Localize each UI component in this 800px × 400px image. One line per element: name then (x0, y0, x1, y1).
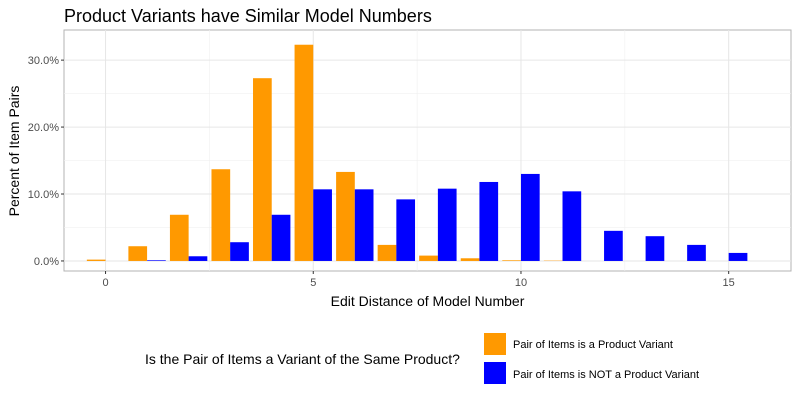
bar-not-product-variant-4 (271, 214, 291, 261)
legend-title: Is the Pair of Items a Variant of the Sa… (145, 351, 460, 367)
bar-product-variant-6 (336, 171, 355, 261)
legend-swatch-not-product-variant (484, 362, 506, 384)
x-axis-label: Edit Distance of Model Number (331, 293, 525, 309)
legend-label-product-variant: Pair of Items is a Product Variant (513, 339, 673, 351)
bar-not-product-variant-9 (479, 181, 499, 261)
bar-not-product-variant-8 (437, 188, 457, 261)
x-tick-label: 10 (515, 277, 527, 289)
bar-not-product-variant-12 (604, 230, 623, 261)
bar-product-variant-1 (128, 246, 148, 261)
bar-product-variant-9 (460, 258, 480, 261)
bar-product-variant-2 (169, 214, 189, 261)
bar-product-variant-3 (211, 169, 231, 261)
y-tick-label: 10.0% (28, 189, 59, 201)
bar-product-variant-0 (86, 259, 106, 261)
bar-not-product-variant-7 (396, 199, 416, 261)
bar-not-product-variant-15 (728, 252, 748, 261)
bar-not-product-variant-11 (562, 191, 582, 261)
bar-product-variant-7 (377, 244, 397, 261)
bar-product-variant-8 (419, 255, 438, 261)
bar-not-product-variant-13 (645, 236, 665, 261)
bars (86, 44, 748, 261)
y-tick-label: 30.0% (28, 55, 59, 67)
bar-product-variant-5 (294, 44, 314, 261)
bar-product-variant-4 (253, 78, 272, 261)
y-axis-label: Percent of Item Pairs (6, 86, 22, 217)
chart-title: Product Variants have Similar Model Numb… (64, 6, 432, 26)
axis-ticks: 0 5 10 15 0.0% 10.0% 20.0% 30.0% (28, 55, 735, 289)
y-tick-label: 20.0% (28, 122, 59, 134)
bar-not-product-variant-2 (188, 256, 208, 261)
x-tick-label: 5 (310, 277, 316, 289)
bar-not-product-variant-3 (230, 242, 249, 261)
bar-not-product-variant-1 (147, 260, 166, 261)
legend: Is the Pair of Items a Variant of the Sa… (145, 333, 699, 384)
bar-product-variant-10 (502, 260, 521, 261)
y-tick-label: 0.0% (34, 256, 59, 268)
bar-not-product-variant-5 (313, 189, 332, 261)
legend-label-not-product-variant: Pair of Items is NOT a Product Variant (513, 369, 699, 381)
bar-not-product-variant-6 (354, 189, 374, 261)
bar-not-product-variant-10 (520, 173, 540, 261)
bar-not-product-variant-14 (687, 244, 706, 261)
legend-swatch-product-variant (484, 333, 506, 355)
x-tick-label: 15 (723, 277, 735, 289)
x-tick-label: 0 (102, 277, 108, 289)
